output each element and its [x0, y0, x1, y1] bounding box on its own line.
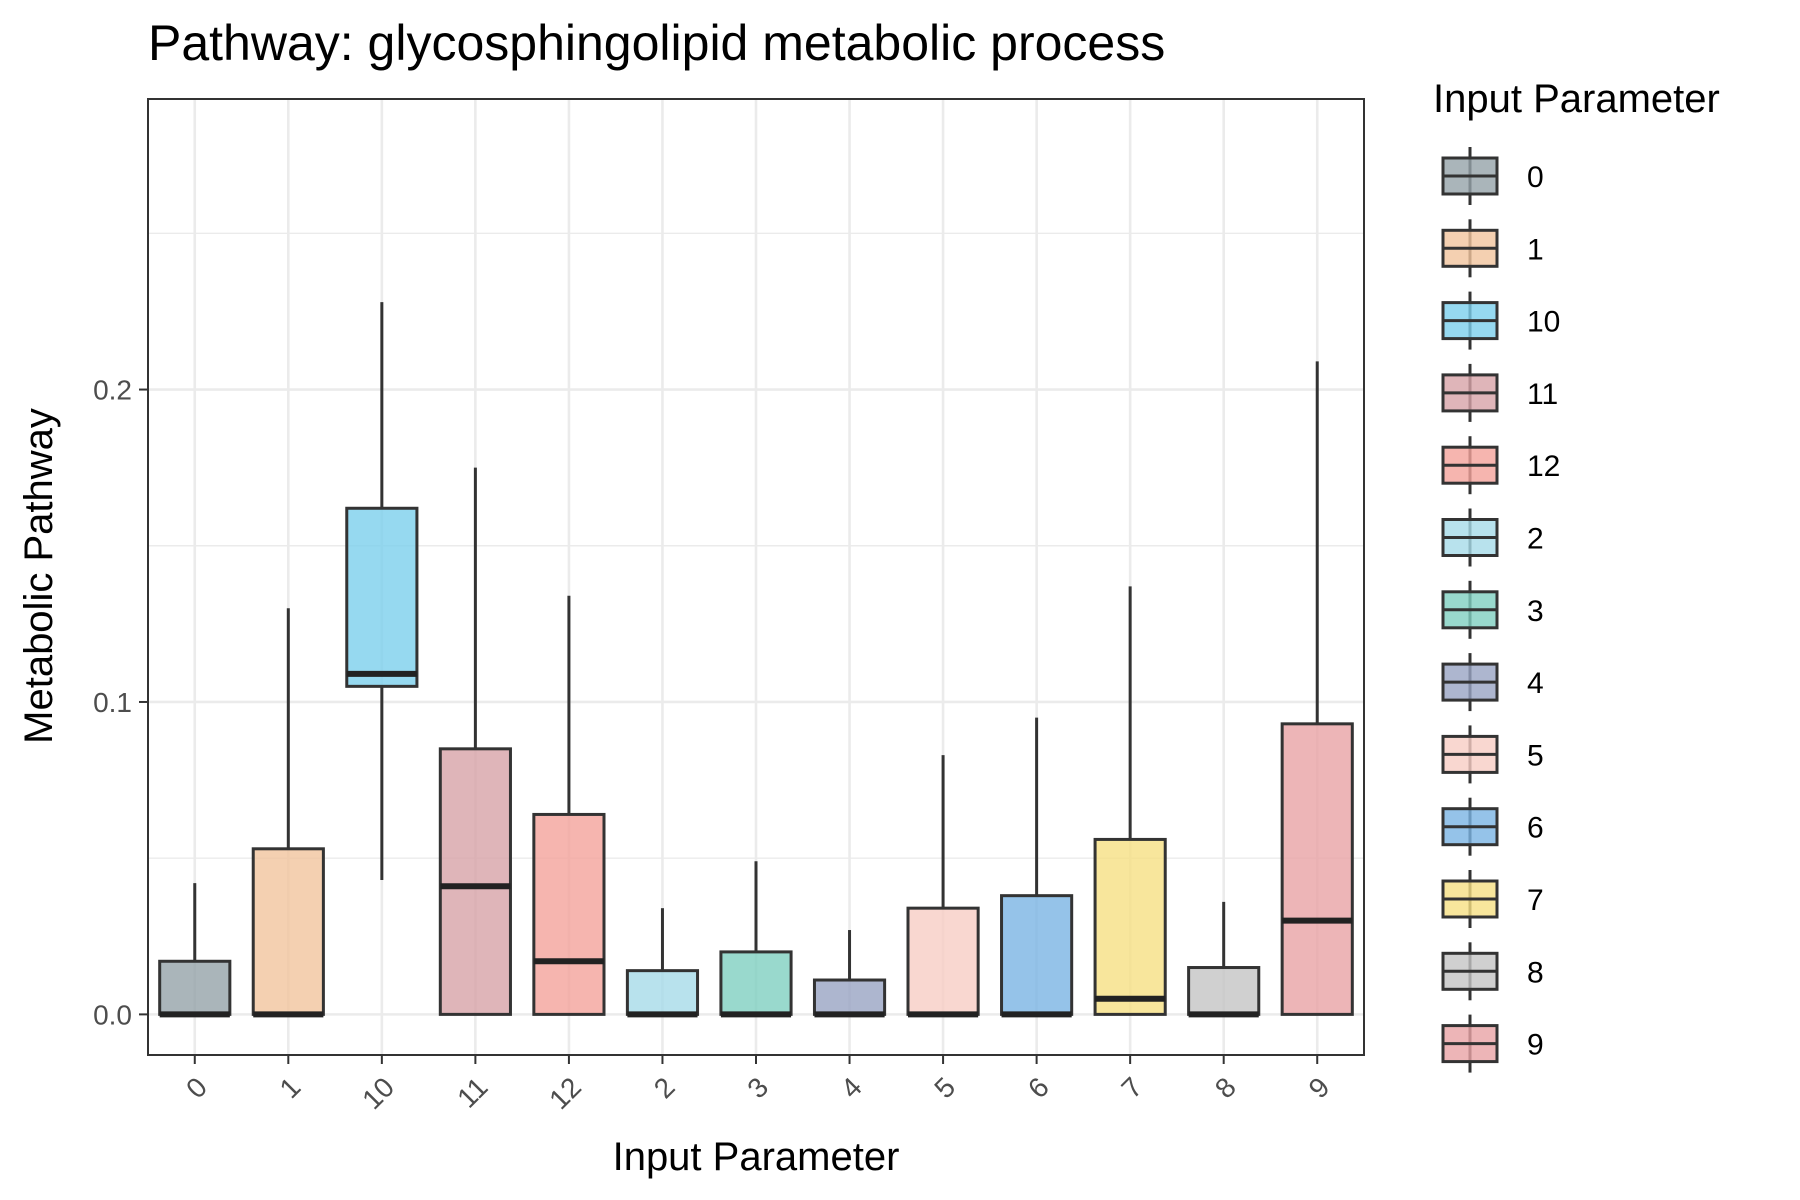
legend-item-3: 3 [1441, 580, 1544, 639]
box-iqr [1093, 837, 1167, 1016]
box-iqr [812, 978, 887, 1016]
legend-label: 9 [1527, 1029, 1544, 1062]
box-iqr [1280, 722, 1354, 1016]
legend-item-12: 12 [1441, 436, 1560, 495]
box-2 [625, 908, 700, 1018]
legend: Input Parameter 0 1 10 11 12 2 3 4 5 6 7 8 9 [1433, 77, 1720, 1073]
box-10 [345, 302, 419, 881]
box-3 [719, 861, 793, 1018]
box-7 [1093, 586, 1167, 1016]
box-iqr [719, 950, 793, 1016]
box-iqr [1187, 966, 1261, 1016]
x-axis-title: Input Parameter [613, 1135, 900, 1179]
legend-label: 3 [1527, 595, 1544, 628]
legend-label: 12 [1527, 450, 1560, 483]
legend-title: Input Parameter [1433, 77, 1720, 121]
y-tick-label: 0.2 [93, 375, 132, 406]
box-11 [438, 467, 512, 1016]
legend-item-0: 0 [1441, 147, 1544, 205]
legend-item-7: 7 [1441, 870, 1544, 928]
box-iqr [625, 969, 700, 1016]
legend-item-1: 1 [1441, 219, 1544, 278]
legend-label: 6 [1527, 812, 1544, 845]
legend-item-11: 11 [1441, 363, 1558, 422]
y-axis-ticks: 0.0 0.1 0.2 [93, 375, 148, 1030]
legend-item-4: 4 [1441, 653, 1544, 712]
legend-label: 1 [1527, 233, 1544, 266]
chart-title: Pathway: glycosphingolipid metabolic pro… [148, 15, 1165, 71]
box-iqr [1000, 894, 1074, 1016]
box-iqr [251, 847, 325, 1016]
box-0 [158, 883, 232, 1018]
legend-item-5: 5 [1441, 725, 1544, 784]
boxes [158, 302, 1354, 1018]
legend-label: 10 [1527, 306, 1560, 339]
legend-item-9: 9 [1441, 1014, 1544, 1073]
legend-label: 2 [1527, 523, 1544, 556]
legend-item-6: 6 [1441, 797, 1544, 856]
box-6 [1000, 717, 1074, 1018]
y-axis-title: Metabolic Pathway [17, 408, 61, 744]
box-4 [812, 930, 887, 1018]
y-tick-label: 0.1 [93, 687, 132, 718]
legend-label: 11 [1527, 378, 1558, 411]
legend-label: 8 [1527, 956, 1544, 989]
box-iqr [532, 812, 606, 1016]
box-1 [251, 608, 325, 1018]
y-tick-label: 0.0 [93, 999, 132, 1030]
legend-item-8: 8 [1441, 942, 1544, 1001]
box-iqr [906, 906, 980, 1016]
box-iqr [158, 959, 232, 1016]
legend-label: 0 [1527, 161, 1544, 194]
box-8 [1187, 901, 1261, 1018]
legend-label: 5 [1527, 739, 1544, 772]
box-iqr [345, 506, 419, 688]
box-12 [532, 595, 606, 1016]
legend-item-2: 2 [1441, 508, 1544, 567]
box-5 [906, 755, 980, 1018]
box-iqr [438, 747, 512, 1016]
legend-items: 0 1 10 11 12 2 3 4 5 6 7 8 9 [1441, 147, 1560, 1073]
legend-item-10: 10 [1441, 291, 1560, 350]
legend-label: 7 [1527, 884, 1544, 917]
box-9 [1280, 361, 1354, 1016]
legend-label: 4 [1527, 667, 1544, 700]
